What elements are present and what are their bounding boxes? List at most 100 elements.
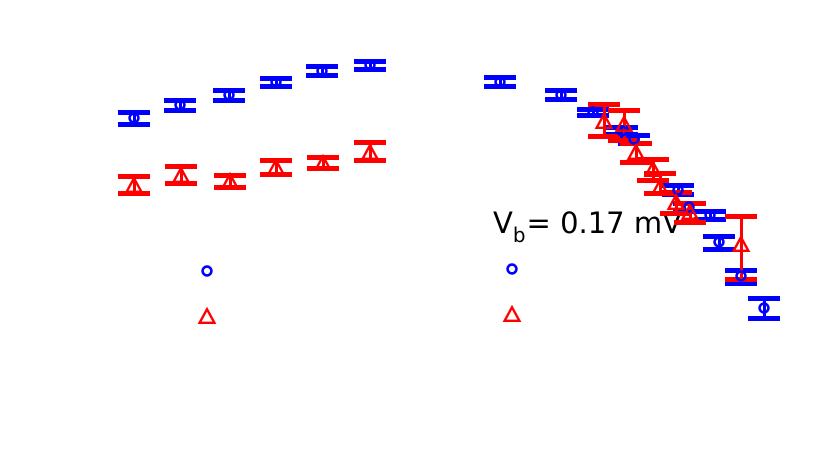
right-panel-blue-circles-errorbar-line: [559, 90, 563, 99]
blue-data-point: [582, 101, 604, 123]
right-panel-red-triangles-errorbar-line: [739, 216, 743, 279]
left-panel-red-triangles-errorbar-line: [132, 176, 136, 194]
triangle-marker-icon: [220, 171, 240, 189]
blue-data-point: [218, 84, 240, 106]
legend-blue-circle-icon: [196, 260, 218, 282]
circle-marker-icon: [364, 59, 376, 71]
blue-data-point: [667, 179, 689, 201]
red-data-point: [170, 164, 192, 186]
circle-marker-icon: [587, 106, 599, 118]
red-data-point: [219, 170, 241, 192]
right-panel-red-triangles-errorbar-line: [622, 110, 626, 140]
left-panel-blue-circles-errorbar-cap: [118, 122, 150, 127]
right-panel-red-triangles-errorbar-line: [634, 143, 638, 162]
circle-marker-icon: [628, 133, 640, 145]
circle-marker-icon: [704, 209, 716, 221]
blue-data-point: [730, 265, 752, 287]
circle-marker-icon: [683, 201, 695, 213]
bias-voltage-symbol: V: [493, 206, 513, 240]
triangle-marker-icon: [650, 177, 670, 195]
left-panel-red-triangles-errorbar-line: [274, 160, 278, 175]
bias-voltage-subscript: b: [512, 223, 526, 247]
left-panel-red-triangles-errorbar-cap: [307, 166, 339, 171]
blue-data-point: [265, 71, 287, 93]
right-panel-red-triangles-errorbar-cap: [588, 133, 620, 139]
right-panel-blue-circles-errorbar-cap: [748, 316, 780, 321]
red-data-point: [665, 191, 687, 213]
left-panel-red-triangles-errorbar-line: [228, 175, 232, 188]
right-panel-red-triangles-errorbar-cap: [608, 107, 640, 113]
triangle-marker-icon: [643, 159, 663, 177]
left-panel-blue-circles-errorbar-line: [274, 78, 278, 87]
circle-marker-icon: [201, 265, 213, 277]
right-panel-blue-circles-errorbar-line: [591, 109, 595, 116]
right-panel-blue-circles-errorbar-line: [717, 236, 721, 249]
right-panel-blue-circles-errorbar-line: [762, 298, 766, 319]
triangle-marker-icon: [666, 192, 686, 210]
circle-marker-icon: [672, 184, 684, 196]
legend-red-triangle-icon: [501, 303, 523, 325]
right-panel-red-triangles-errorbar-line: [602, 104, 606, 136]
red-data-point: [123, 174, 145, 196]
left-panel-red-triangles-errorbar-line: [368, 142, 372, 160]
blue-data-point: [678, 196, 700, 218]
red-data-point: [593, 110, 615, 132]
left-panel-red-triangles-errorbar-line: [179, 166, 183, 184]
left-panel-blue-circles-errorbar-line: [368, 61, 372, 69]
blue-data-point: [311, 60, 333, 82]
blue-data-point: [550, 84, 572, 106]
circle-marker-icon: [494, 76, 506, 88]
right-panel-red-triangles-errorbar-cap: [725, 214, 757, 219]
left-panel-red-triangles-errorbar-line: [321, 157, 325, 169]
blue-data-point: [123, 107, 145, 129]
circle-marker-icon: [506, 263, 518, 275]
triangle-marker-icon: [502, 304, 522, 322]
right-panel-red-triangles-errorbar-cap: [725, 276, 757, 282]
right-panel-blue-circles-errorbar-cap: [577, 106, 609, 112]
right-panel-red-triangles-errorbar-line: [651, 159, 655, 180]
triangle-marker-icon: [680, 202, 700, 220]
blue-data-point: [753, 297, 775, 319]
legend-blue-circle-icon: [501, 258, 523, 280]
circle-marker-icon: [713, 236, 725, 248]
right-panel-red-triangles-errorbar-cap: [620, 159, 652, 165]
circle-marker-icon: [758, 302, 770, 314]
circle-marker-icon: [316, 65, 328, 77]
triangle-marker-icon: [124, 175, 144, 193]
right-panel-red-triangles-errorbar-cap: [660, 189, 692, 195]
red-data-point: [642, 158, 664, 180]
circle-marker-icon: [174, 99, 186, 111]
blue-data-point: [169, 94, 191, 116]
red-data-point: [679, 201, 701, 223]
circle-marker-icon: [735, 270, 747, 282]
red-data-point: [359, 141, 381, 163]
circle-marker-icon: [555, 89, 567, 101]
right-panel-blue-circles-errorbar-cap: [725, 281, 757, 286]
right-panel-blue-circles-errorbar-cap: [748, 295, 780, 301]
circle-marker-icon: [270, 76, 282, 88]
red-data-point: [265, 156, 287, 178]
red-data-point: [312, 152, 334, 174]
red-data-point: [730, 233, 752, 255]
right-panel-red-triangles-errorbar-cap: [660, 211, 692, 216]
red-data-point: [613, 113, 635, 135]
right-panel-blue-circles-errorbar-line: [498, 77, 502, 87]
left-panel-blue-circles-errorbar-line: [178, 100, 182, 110]
circle-marker-icon: [128, 112, 140, 124]
left-panel-red-triangles-errorbar-cap: [118, 191, 150, 196]
triangle-marker-icon: [313, 153, 333, 171]
right-panel-red-triangles-errorbar-line: [658, 173, 662, 194]
triangle-marker-icon: [197, 306, 217, 324]
red-data-point: [649, 176, 671, 198]
triangle-marker-icon: [731, 234, 751, 252]
bias-voltage-label: Vb= 0.17 mV: [488, 201, 682, 247]
triangle-marker-icon: [614, 114, 634, 132]
left-panel-blue-circles-errorbar-line: [320, 66, 324, 75]
blue-data-point: [359, 54, 381, 76]
right-panel-red-triangles-errorbar-cap: [588, 101, 620, 107]
triangle-marker-icon: [594, 111, 614, 129]
legend-red-triangle-icon: [196, 305, 218, 327]
left-panel-red-triangles-errorbar-cap: [354, 140, 386, 145]
left-panel-blue-circles-errorbar-line: [227, 90, 231, 100]
